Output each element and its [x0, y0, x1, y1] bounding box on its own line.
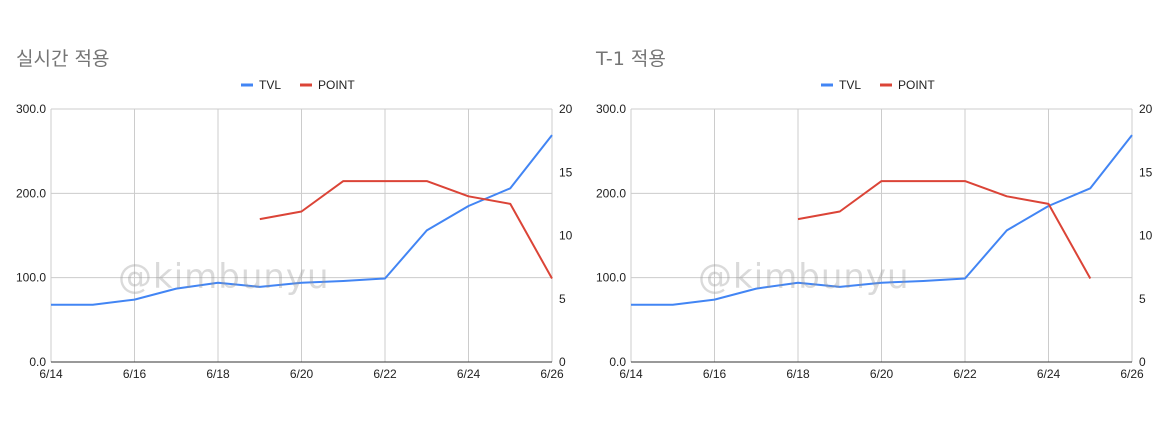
chart-panel-t1: T-1 적용 0.0 100.0 200.0 300.0 0 5 10 15 20 6/14 6/1…: [580, 0, 1160, 435]
y-left-tick-label: 0.0: [609, 355, 626, 369]
series-line-point: [797, 180, 1092, 279]
x-tick-label: 6/24: [1037, 367, 1061, 381]
y-right-tick-label: 15: [1139, 165, 1153, 179]
x-tick-label: 6/14: [39, 367, 63, 381]
y-left-tick-label: 200.0: [16, 186, 46, 200]
series-line-tvl: [631, 134, 1133, 306]
y-left-tick-label: 100.0: [596, 271, 626, 285]
chart-title: 실시간 적용: [16, 48, 110, 70]
chart-title: T-1 적용: [596, 48, 666, 70]
x-tick-label: 6/18: [786, 367, 810, 381]
watermark: @kimbunyu: [118, 257, 330, 297]
x-tick-label: 6/18: [206, 367, 230, 381]
x-tick-label: 6/20: [290, 367, 314, 381]
x-tick-label: 6/20: [870, 367, 894, 381]
x-tick-label: 6/14: [619, 367, 643, 381]
watermark: @kimbunyu: [698, 257, 910, 297]
x-tick-label: 6/16: [703, 367, 727, 381]
legend-label: TVL: [839, 78, 861, 92]
line-chart-realtime: 0.0 100.0 200.0 300.0 0 5 10 15 20 6/14 6/16 6/18 6/…: [16, 78, 573, 381]
x-tick-label: 6/16: [123, 367, 147, 381]
y-right-tick-label: 10: [559, 229, 573, 243]
y-left-tick-label: 200.0: [596, 186, 626, 200]
y-left-tick-label: 0.0: [29, 355, 46, 369]
chart-panel-realtime: 실시간 적용 0.0 100.0 200.0 300.0 0 5 10 15 20 6/14 6/1…: [0, 0, 580, 435]
x-tick-label: 6/22: [373, 367, 397, 381]
legend-label: POINT: [318, 78, 355, 92]
y-right-tick-label: 20: [559, 102, 573, 116]
y-right-tick-label: 0: [559, 355, 566, 369]
y-left-tick-label: 100.0: [16, 271, 46, 285]
y-left-tick-label: 300.0: [596, 102, 626, 116]
y-right-tick-label: 10: [1139, 229, 1153, 243]
legend-label: TVL: [259, 78, 281, 92]
x-tick-label: 6/26: [540, 367, 564, 381]
series-line-point: [259, 180, 553, 279]
y-right-tick-label: 15: [559, 165, 573, 179]
line-chart-t1: 0.0 100.0 200.0 300.0 0 5 10 15 20 6/14 6/16 6/18 6/…: [596, 78, 1153, 381]
legend-label: POINT: [898, 78, 935, 92]
x-tick-label: 6/22: [953, 367, 977, 381]
x-tick-label: 6/24: [457, 367, 481, 381]
series-line-tvl: [51, 134, 553, 306]
y-left-tick-label: 300.0: [16, 102, 46, 116]
y-right-tick-label: 20: [1139, 102, 1153, 116]
y-right-tick-label: 5: [1139, 292, 1146, 306]
y-right-tick-label: 0: [1139, 355, 1146, 369]
x-tick-label: 6/26: [1120, 367, 1144, 381]
y-right-tick-label: 5: [559, 292, 566, 306]
